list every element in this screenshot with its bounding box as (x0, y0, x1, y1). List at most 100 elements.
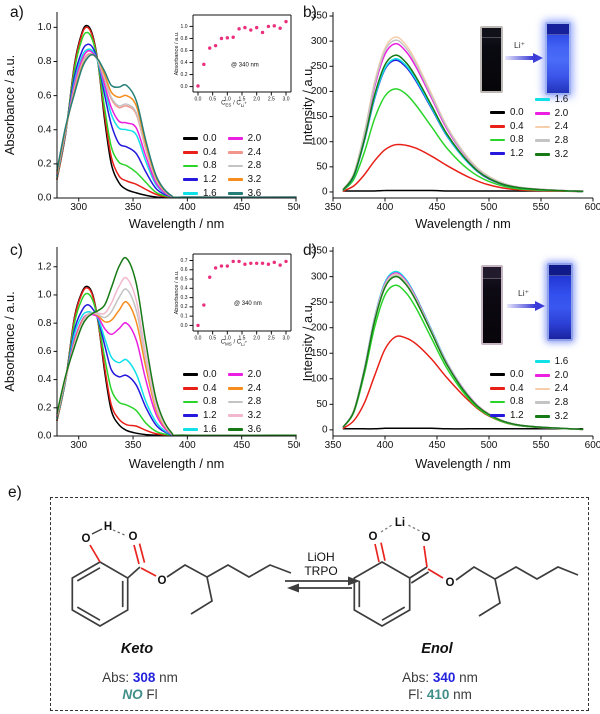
cuvette-after (547, 263, 573, 341)
svg-text:600: 600 (585, 202, 600, 213)
svg-text:1.0: 1.0 (38, 290, 52, 301)
legend-entry: 0.0 (183, 368, 217, 382)
keto-oxygen-bonds (89, 543, 157, 577)
legend-label: 2.4 (554, 121, 569, 133)
keto-structure (71, 528, 292, 627)
chart-a-inset: 0.0 0.5 1.0 1.5 2.0 2.5 3.0 0.0 0.2 0.4 0.6 0.8 1.0 A… (172, 8, 296, 113)
legend-swatch (227, 400, 243, 404)
svg-text:300: 300 (311, 36, 328, 47)
svg-text:150: 150 (311, 111, 328, 122)
chart-a: 300 350 400 450 500 0.0 0.2 0.4 0.6 0.8 1.0 Wavelen… (0, 0, 305, 243)
chart-d: 350 400 450 500 550 600 0 50 100 150 200 250 300 350 W… (300, 238, 600, 485)
svg-text:550: 550 (533, 440, 550, 451)
legend-label: 2.0 (247, 133, 262, 145)
panel-c-letter: c) (10, 242, 23, 259)
legend-label: 0.8 (510, 396, 524, 408)
legend-swatch (490, 387, 505, 390)
legend-entry: 1.6 (183, 186, 217, 200)
svg-text:350: 350 (311, 246, 328, 257)
svg-text:0.0: 0.0 (195, 97, 202, 103)
svg-text:400: 400 (377, 202, 394, 213)
cuvette-cap (483, 267, 501, 279)
svg-text:350: 350 (125, 440, 142, 451)
legend-swatch (227, 373, 243, 377)
legend-swatch (534, 401, 550, 404)
legend-label: 1.6 (203, 187, 217, 199)
legend-c: 0.0 0.4 0.8 1.2 1.6 2.0 2.4 2.8 3.2 3.6 (183, 368, 261, 436)
li-arrow-icon (505, 53, 543, 63)
legend-swatch (227, 414, 243, 417)
svg-text:300: 300 (70, 440, 87, 451)
svg-text:450: 450 (233, 202, 250, 213)
legend-swatch (227, 191, 243, 195)
legend-label: 2.8 (247, 396, 262, 408)
arrow-reagent-top: LiOH (307, 550, 334, 564)
svg-text:50: 50 (316, 161, 328, 172)
svg-text:Absorbance / a.u.: Absorbance / a.u. (174, 270, 180, 314)
legend-label: 0.4 (203, 382, 217, 394)
legend-swatch (227, 178, 243, 181)
legend-label: 0.8 (203, 160, 217, 172)
legend-entry: 2.0 (534, 107, 568, 121)
legend-label: 3.6 (247, 423, 262, 435)
legend-swatch (534, 98, 550, 102)
svg-text:150: 150 (311, 348, 328, 359)
fl-value: 410 (426, 687, 450, 702)
legend-swatch (183, 387, 198, 390)
legend-swatch (183, 414, 198, 417)
legend-entry: 3.2 (534, 147, 568, 161)
cuvette-cap (482, 28, 501, 38)
svg-text:600: 600 (585, 440, 600, 451)
svg-text:250: 250 (311, 61, 328, 72)
legend-swatch (490, 138, 505, 142)
legend-entry: 3.2 (227, 409, 261, 423)
li-arrow-label: Li⁺ (518, 288, 530, 298)
svg-text:200: 200 (311, 322, 328, 333)
legend-label: 0.4 (510, 120, 524, 132)
legend-entry: 0.0 (490, 368, 524, 382)
legend-entry: 2.0 (534, 369, 568, 383)
legend-label: 3.2 (554, 410, 569, 422)
legend-entry: 0.4 (490, 120, 524, 134)
svg-text:0.5: 0.5 (209, 336, 216, 342)
enol-absorbance-text: Abs: 340 nm (355, 670, 525, 685)
legend-swatch (534, 387, 550, 391)
legend-label: 1.6 (554, 356, 569, 368)
legend-label: 2.4 (554, 383, 569, 395)
legend-swatch (534, 360, 550, 364)
no-fl: NO (122, 687, 143, 702)
legend-label: 3.6 (247, 187, 262, 199)
legend-entry: 3.6 (227, 422, 262, 436)
legend-entry: 2.0 (227, 132, 262, 146)
svg-text:Wavelength / nm: Wavelength / nm (415, 456, 511, 471)
panel-b-letter: b) (303, 4, 317, 21)
legend-entry: 2.4 (227, 382, 261, 396)
cuvette-before (480, 26, 503, 93)
inset-c-xaxis-label: CMS / CLi+ (220, 339, 248, 347)
svg-text:0.6: 0.6 (181, 267, 188, 273)
panel-a: a) 300 350 400 450 500 0.0 0.2 0.4 0.6 0.8 1.0 Wave… (0, 0, 305, 238)
abs-unit: nm (155, 670, 178, 685)
svg-text:50: 50 (316, 399, 328, 410)
enol-ester-o: O (446, 577, 455, 589)
legend-swatch (183, 164, 198, 168)
legend-swatch (183, 178, 198, 181)
legend-entry: 0.4 (183, 146, 217, 160)
cuvette-before (481, 265, 503, 345)
legend-label: 2.4 (247, 146, 262, 158)
legend-swatch (490, 125, 505, 128)
legend-label: 1.2 (203, 174, 217, 186)
svg-text:300: 300 (70, 202, 87, 213)
panel-d-letter: d) (303, 242, 317, 259)
legend-swatch (534, 139, 550, 142)
panel-a-letter: a) (10, 4, 24, 21)
legend-swatch (227, 427, 243, 431)
fl-unit: nm (449, 687, 472, 702)
svg-text:0.0: 0.0 (195, 336, 202, 342)
legend-entry: 2.8 (227, 159, 261, 173)
enol-enolate-o: O (422, 532, 431, 544)
legend-entry: 0.4 (490, 382, 524, 396)
legend-swatch (183, 427, 198, 431)
legend-entry: 3.2 (227, 173, 261, 187)
svg-text:0.6: 0.6 (38, 90, 52, 101)
